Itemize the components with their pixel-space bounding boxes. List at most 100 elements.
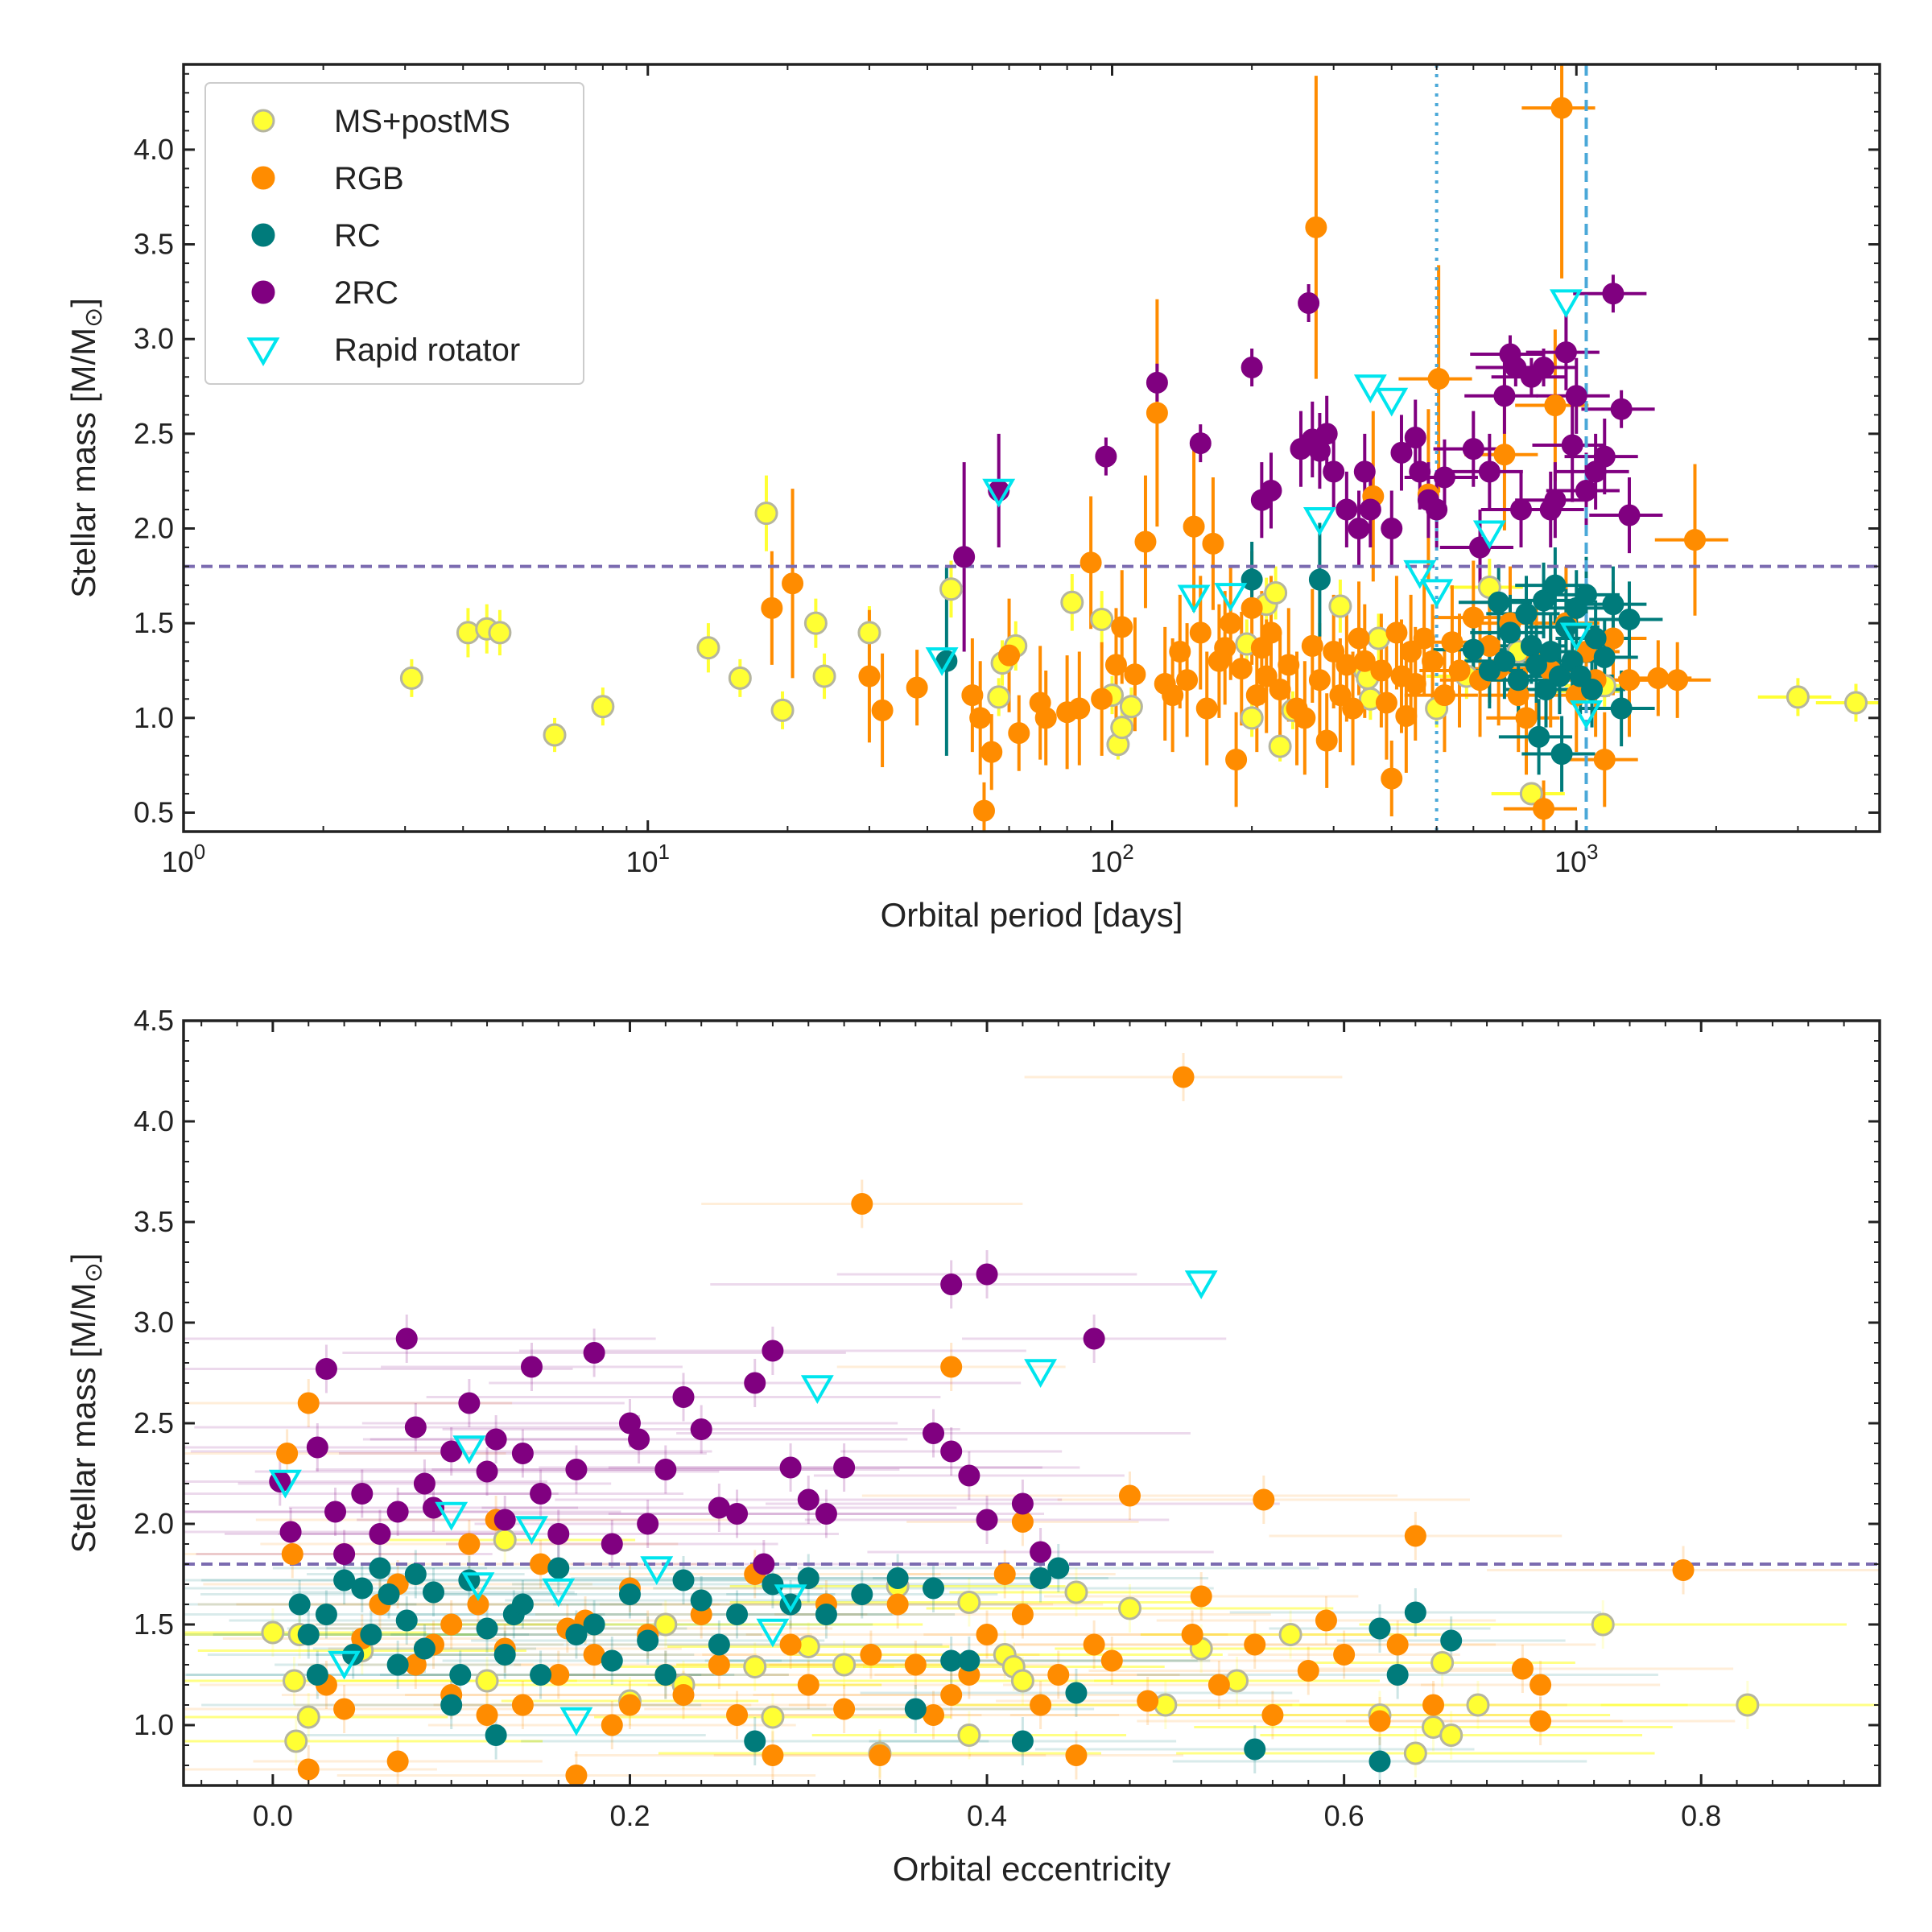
bottom-point-rc xyxy=(297,1624,320,1645)
bottom-ytick-label: 2.0 xyxy=(134,1507,174,1540)
legend-marker-rapid-rotator xyxy=(246,337,280,367)
top-point-rgb xyxy=(1493,444,1516,466)
top-point-rc xyxy=(1507,669,1530,691)
bottom-point-2rc xyxy=(565,1459,588,1480)
bottom-point-2rc xyxy=(797,1488,819,1511)
top-point-ms xyxy=(1119,695,1143,719)
bottom-point-rgb xyxy=(886,1593,909,1616)
bottom-point-2rc xyxy=(315,1358,337,1380)
top-point-2rc xyxy=(1260,479,1282,502)
top-point-ms xyxy=(770,698,795,722)
bottom-point-rc xyxy=(601,1649,623,1672)
bottom-point-ms xyxy=(1010,1669,1034,1693)
top-point-2rc xyxy=(1189,432,1212,455)
top-point-rc xyxy=(1241,568,1263,591)
top-point-ms xyxy=(1240,706,1264,730)
bottom-point-2rc xyxy=(976,1263,998,1286)
bottom-point-2rc xyxy=(351,1483,374,1505)
bottom-point-rgb xyxy=(458,1533,481,1555)
bottom-point-rgb xyxy=(904,1653,927,1676)
top-point-rgb xyxy=(1220,612,1242,634)
top-point-rc xyxy=(1544,574,1567,597)
bottom-point-2rc xyxy=(511,1443,534,1464)
top-point-rapid-rotator xyxy=(982,478,1016,508)
top-point-rgb xyxy=(1294,707,1316,729)
bottom-point-rc xyxy=(360,1624,382,1645)
top-point-ms xyxy=(939,577,963,601)
bottom-point-ms xyxy=(654,1612,678,1637)
top-point-2rc xyxy=(1433,466,1455,489)
top-point-rc xyxy=(1539,640,1562,663)
bottom-point-rapid-rotator xyxy=(515,1516,548,1546)
top-point-rc xyxy=(1488,591,1510,613)
bottom-point-2rc xyxy=(762,1340,784,1362)
bottom-point-rc xyxy=(440,1694,463,1716)
top-point-rc xyxy=(1462,638,1484,661)
top-point-rc xyxy=(1533,589,1555,612)
top-point-rgb xyxy=(1195,697,1218,720)
bottom-point-rc xyxy=(449,1664,472,1686)
top-ytick-label: 3.0 xyxy=(134,322,174,355)
top-point-rgb xyxy=(1385,621,1408,644)
bottom-point-rc xyxy=(726,1604,749,1625)
top-ytick-label: 1.5 xyxy=(134,606,174,639)
bottom-point-rgb xyxy=(993,1563,1016,1585)
legend-label-ms-postms: MS+postMS xyxy=(334,104,510,139)
top-point-rgb xyxy=(1550,97,1573,119)
bottom-point-rapid-rotator xyxy=(452,1435,486,1465)
bottom-point-rgb xyxy=(1261,1704,1284,1726)
bottom-point-2rc xyxy=(1030,1541,1052,1563)
bottom-point-rgb xyxy=(276,1443,299,1464)
top-point-ms xyxy=(803,611,828,635)
bottom-point-2rc xyxy=(530,1483,552,1505)
bottom-point-rapid-rotator xyxy=(774,1584,807,1614)
top-point-rgb xyxy=(1323,640,1345,663)
legend-marker-ms-postms xyxy=(251,109,275,133)
bottom-point-ms xyxy=(1064,1580,1088,1604)
bottom-point-rgb xyxy=(1172,1066,1195,1088)
top-point-rgb xyxy=(1395,704,1418,727)
top-xtick-label: 102 xyxy=(1090,840,1134,878)
top-point-rc xyxy=(1602,593,1624,616)
top-point-rgb xyxy=(1214,637,1236,659)
bottom-point-rgb xyxy=(511,1694,534,1716)
bottom-point-rc xyxy=(851,1583,873,1605)
bottom-point-rgb xyxy=(1047,1664,1070,1686)
bottom-point-2rc xyxy=(386,1501,409,1523)
bottom-point-2rc xyxy=(672,1386,695,1408)
top-point-rgb xyxy=(1080,551,1102,574)
top-point-2rc xyxy=(1565,385,1587,407)
top-point-rgb xyxy=(1091,687,1113,710)
bottom-point-rc xyxy=(493,1644,516,1666)
bottom-point-rc xyxy=(1404,1601,1426,1624)
bottom-point-ms xyxy=(1278,1623,1302,1646)
top-point-2rc xyxy=(1381,518,1403,540)
bottom-point-2rc xyxy=(369,1523,391,1545)
bottom-point-ms xyxy=(957,1591,981,1614)
bottom-point-rc xyxy=(395,1609,418,1632)
top-point-ms xyxy=(1328,594,1352,618)
top-point-2rc xyxy=(1426,498,1448,521)
top-point-rgb xyxy=(1111,616,1133,638)
bottom-point-2rc xyxy=(958,1464,980,1487)
top-point-rgb xyxy=(1255,665,1278,687)
bottom-point-rc xyxy=(708,1633,730,1656)
bottom-point-rgb xyxy=(297,1392,320,1414)
bottom-point-rgb xyxy=(297,1758,320,1781)
bottom-point-rgb xyxy=(1244,1633,1266,1656)
bottom-ytick-label: 1.5 xyxy=(134,1608,174,1641)
bottom-point-ms xyxy=(1154,1693,1178,1717)
top-point-rgb xyxy=(1104,654,1127,676)
bottom-point-rc xyxy=(637,1629,659,1652)
top-point-rc xyxy=(1515,602,1538,625)
bottom-point-2rc xyxy=(753,1553,775,1575)
top-point-2rc xyxy=(1593,445,1616,468)
top-point-rgb xyxy=(1329,684,1352,707)
top-point-rapid-rotator xyxy=(1420,579,1454,609)
top-point-rgb xyxy=(1400,640,1422,663)
top-point-2rc xyxy=(1478,460,1501,483)
legend-marker-rgb xyxy=(251,166,275,190)
top-point-rgb xyxy=(1134,530,1157,553)
top-point-ms xyxy=(1110,716,1134,740)
